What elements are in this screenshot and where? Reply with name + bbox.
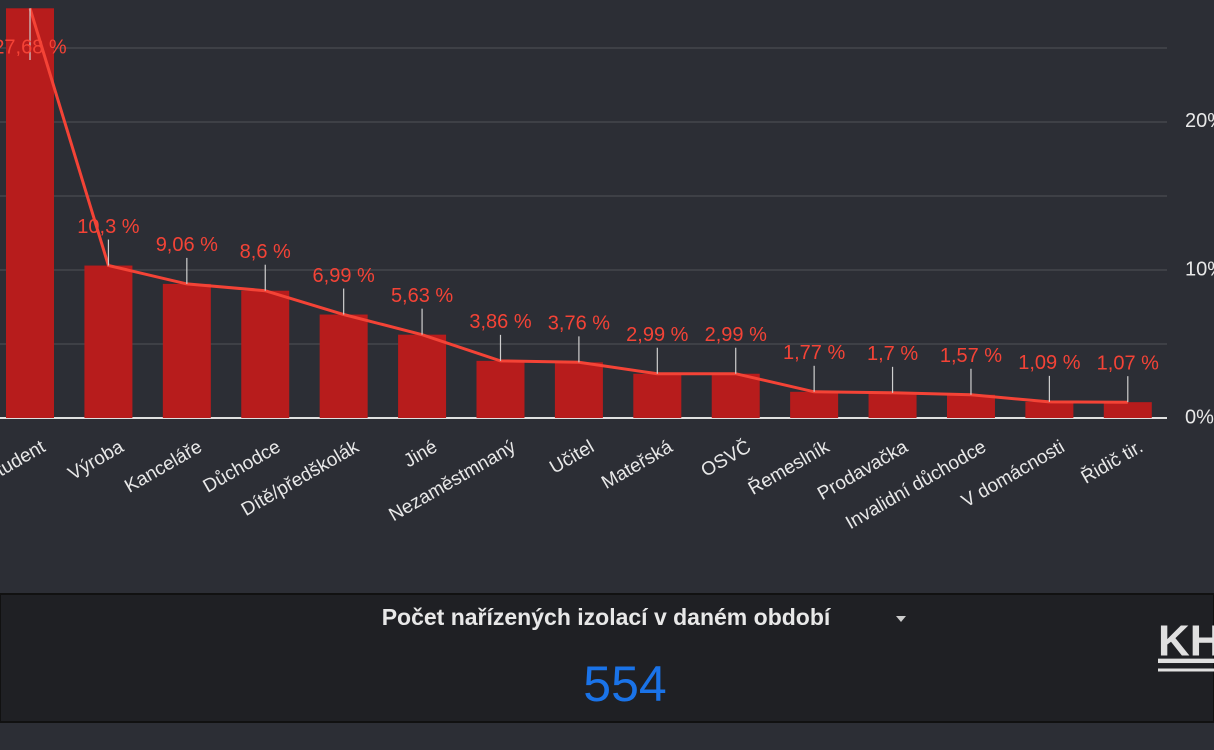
data-label: 10,3 % [77,216,139,238]
bar [84,265,133,418]
y-tick-label: 10% [1185,258,1214,280]
bar [398,334,447,418]
y-tick-label: 20% [1185,110,1214,132]
bar [946,394,995,418]
scorecard-panel [0,593,1214,723]
data-label: 2,99 % [705,324,767,346]
data-label: 1,7 % [867,343,918,365]
data-label: 1,57 % [940,345,1002,367]
data-label: 2,99 % [626,324,688,346]
bar [241,290,290,418]
y-tick-label: 0% [1185,406,1214,428]
data-label: 5,63 % [391,285,453,307]
data-label: 1,07 % [1097,352,1159,374]
bar [1025,401,1074,418]
data-label: 8,6 % [240,241,291,263]
bar [1103,402,1152,418]
data-label: 27,68 % [0,36,67,58]
data-label: 9,06 % [156,234,218,256]
data-label: 3,86 % [469,311,531,333]
data-label: 3,76 % [548,313,610,335]
data-label: 1,77 % [783,342,845,364]
bar [476,360,525,418]
bar [868,392,917,418]
dropdown-icon[interactable] [896,616,906,622]
scorecard-title: Počet nařízených izolací v daném období [382,604,832,630]
data-label: 1,09 % [1018,352,1080,374]
bar [790,391,839,418]
bar [633,373,682,418]
data-label: 6,99 % [313,265,375,287]
bar [554,362,603,418]
bar [319,314,368,418]
bar [162,283,211,418]
bar [6,8,55,419]
scorecard-value: 554 [583,656,666,712]
bar [711,373,760,418]
logo: KH [1158,617,1214,666]
